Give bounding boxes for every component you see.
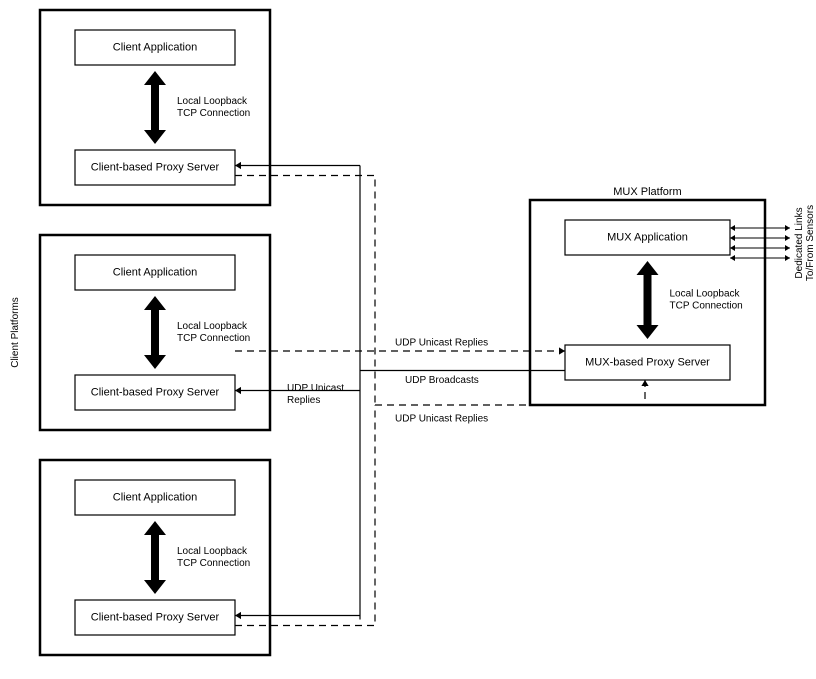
udp-reply-shared-head: [641, 380, 648, 386]
label-client-platforms: Client Platforms: [10, 297, 21, 368]
mux-loopback-label1: Local Loopback: [670, 289, 741, 300]
udp-reply-bot-leg: [235, 405, 375, 626]
udp-broadcast-head-2: [235, 612, 241, 619]
udp-reply-mid-origin-label2: Replies: [287, 395, 320, 406]
loopback-label1-0: Local Loopback: [177, 96, 248, 107]
client-app-label-2: Client Application: [113, 491, 197, 503]
client-proxy-label-0: Client-based Proxy Server: [91, 161, 220, 173]
udp-reply-mid-head: [559, 347, 565, 354]
mux-proxy-label: MUX-based Proxy Server: [585, 356, 710, 368]
sensor-link-1-head-r: [785, 235, 790, 241]
sensor-link-2-head-r: [785, 245, 790, 251]
udp-reply-top-leg: [235, 176, 375, 406]
sensor-link-1-head-l: [730, 235, 735, 241]
client-app-label-1: Client Application: [113, 266, 197, 278]
sensor-link-0-head-r: [785, 225, 790, 231]
loopback-label2-2: TCP Connection: [177, 558, 250, 569]
mux-loopback-label2: TCP Connection: [670, 301, 743, 312]
loopback-arrow-client-2: [144, 521, 166, 594]
sensor-link-3-head-r: [785, 255, 790, 261]
sensor-link-0-head-l: [730, 225, 735, 231]
loopback-arrow-mux: [637, 261, 659, 339]
loopback-label2-0: TCP Connection: [177, 108, 250, 119]
udp-reply-mid-label: UDP Unicast Replies: [395, 338, 488, 349]
udp-broadcast-head-0: [235, 162, 241, 169]
udp-broadcasts-label: UDP Broadcasts: [405, 375, 479, 386]
loopback-arrow-client-1: [144, 296, 166, 369]
label-dedicated-links: Dedicated Links: [794, 207, 805, 278]
loopback-arrow-client-0: [144, 71, 166, 144]
loopback-label1-2: Local Loopback: [177, 546, 248, 557]
client-proxy-label-2: Client-based Proxy Server: [91, 611, 220, 623]
udp-reply-bottom-label: UDP Unicast Replies: [395, 414, 488, 425]
udp-broadcast-head-1: [235, 387, 241, 394]
loopback-label1-1: Local Loopback: [177, 321, 248, 332]
client-app-label-0: Client Application: [113, 41, 197, 53]
loopback-label2-1: TCP Connection: [177, 333, 250, 344]
mux-platform-title: MUX Platform: [613, 186, 681, 198]
sensor-link-2-head-l: [730, 245, 735, 251]
label-to-from-sensors: To/From Sensors: [805, 205, 816, 281]
mux-app-label: MUX Application: [607, 231, 688, 243]
sensor-link-3-head-l: [730, 255, 735, 261]
client-proxy-label-1: Client-based Proxy Server: [91, 386, 220, 398]
udp-reply-mid-origin-label1: UDP Unicast: [287, 383, 344, 394]
